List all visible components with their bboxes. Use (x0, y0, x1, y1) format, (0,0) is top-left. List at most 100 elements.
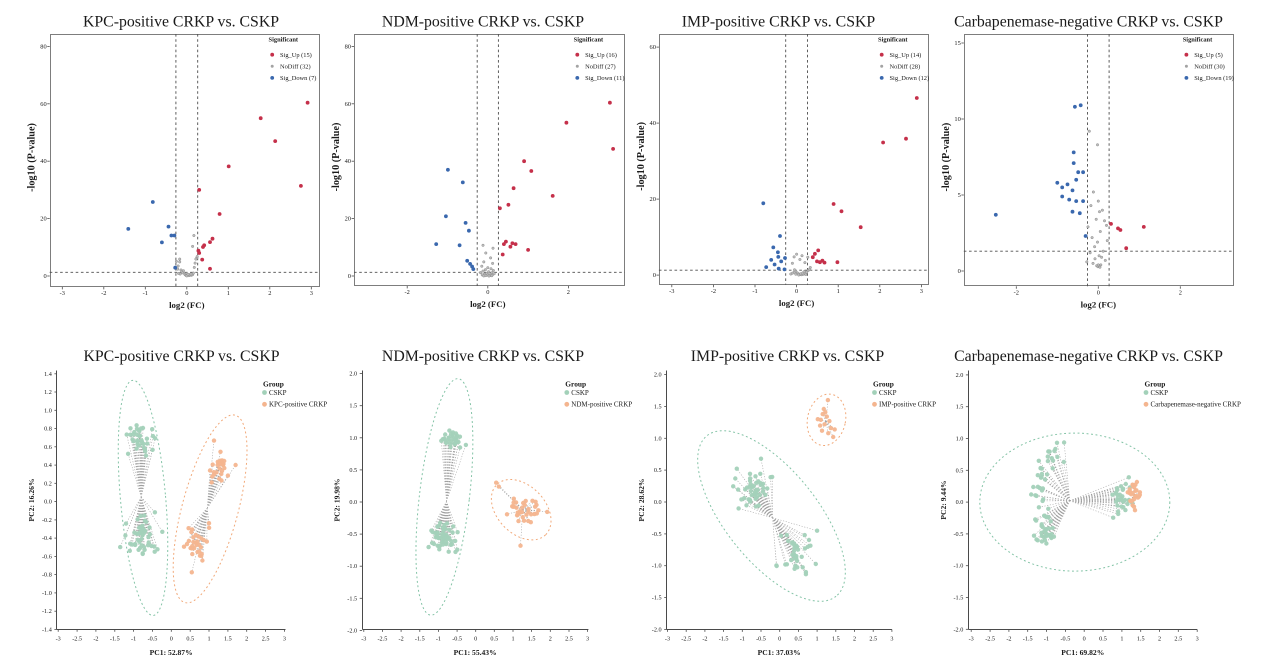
svg-text:-2.0: -2.0 (347, 627, 357, 634)
svg-text:NDM-positive CRKP: NDM-positive CRKP (571, 401, 632, 409)
svg-text:-2: -2 (711, 288, 716, 295)
svg-text:-log10 (P-value): -log10 (P-value) (941, 123, 952, 192)
svg-text:Sig_Up (14): Sig_Up (14) (890, 52, 922, 59)
svg-text:-2: -2 (1014, 289, 1019, 296)
svg-text:CSKP: CSKP (1151, 389, 1169, 397)
svg-text:-1.5: -1.5 (110, 635, 120, 642)
svg-text:2: 2 (245, 635, 248, 642)
svg-text:Sig_Up (5): Sig_Up (5) (1194, 52, 1223, 59)
svg-text:0: 0 (185, 290, 188, 297)
svg-text:10: 10 (954, 116, 960, 123)
svg-text:1: 1 (816, 636, 819, 643)
svg-text:60: 60 (40, 101, 46, 108)
svg-text:-2: -2 (101, 290, 106, 297)
svg-text:-1.5: -1.5 (652, 595, 662, 602)
svg-text:3: 3 (310, 290, 313, 297)
svg-text:2.0: 2.0 (654, 372, 662, 379)
svg-text:2: 2 (567, 289, 570, 296)
svg-text:1: 1 (227, 290, 230, 297)
svg-text:1: 1 (1120, 636, 1123, 643)
svg-text:-1.0: -1.0 (42, 590, 52, 597)
svg-text:NoDiff (30): NoDiff (30) (1194, 64, 1225, 71)
svg-text:-log10 (P-value): -log10 (P-value) (27, 123, 38, 192)
svg-text:2: 2 (268, 290, 271, 297)
svg-text:80: 80 (40, 43, 46, 50)
svg-text:-3: -3 (60, 290, 65, 297)
svg-text:2: 2 (549, 636, 552, 643)
svg-text:-log10 (P-value): -log10 (P-value) (331, 123, 342, 192)
svg-text:0.0: 0.0 (654, 499, 662, 506)
svg-text:0.5: 0.5 (349, 467, 357, 474)
svg-text:-1: -1 (1044, 636, 1049, 643)
svg-text:-0.8: -0.8 (42, 572, 52, 579)
svg-text:0.5: 0.5 (186, 635, 194, 642)
svg-text:1.5: 1.5 (1137, 636, 1145, 643)
svg-text:1: 1 (837, 288, 840, 295)
svg-text:Sig_Up (16): Sig_Up (16) (585, 52, 617, 59)
svg-text:1.5: 1.5 (654, 403, 662, 410)
svg-text:-3: -3 (669, 288, 674, 295)
svg-text:-0.6: -0.6 (42, 553, 52, 560)
svg-text:-1.0: -1.0 (652, 563, 662, 570)
svg-text:40: 40 (650, 120, 656, 127)
svg-text:-2.0: -2.0 (954, 626, 964, 633)
svg-text:0.5: 0.5 (956, 467, 964, 474)
svg-text:Sig_Up (15): Sig_Up (15) (280, 52, 312, 59)
svg-text:-0.4: -0.4 (42, 535, 52, 542)
svg-text:2: 2 (1179, 289, 1182, 296)
svg-text:3: 3 (920, 288, 923, 295)
svg-text:0.2: 0.2 (44, 480, 52, 487)
svg-text:20: 20 (650, 196, 656, 203)
svg-text:0: 0 (1097, 289, 1100, 296)
svg-text:Sig_Down (12): Sig_Down (12) (890, 75, 930, 82)
svg-text:0.5: 0.5 (654, 467, 662, 474)
svg-text:0.5: 0.5 (795, 636, 803, 643)
svg-text:NDM-positive CRKP vs. CSKP: NDM-positive CRKP vs. CSKP (382, 14, 584, 31)
svg-text:40: 40 (345, 158, 351, 165)
svg-text:Sig_Down (19): Sig_Down (19) (1194, 75, 1234, 82)
svg-text:Carbapenemase-negative CRKP vs: Carbapenemase-negative CRKP vs. CSKP (954, 14, 1223, 31)
svg-text:3: 3 (1196, 636, 1199, 643)
svg-text:0.0: 0.0 (44, 499, 52, 506)
svg-text:CSKP: CSKP (879, 389, 897, 397)
svg-text:-0.5: -0.5 (452, 636, 462, 643)
svg-text:60: 60 (650, 44, 656, 51)
svg-text:80: 80 (345, 43, 351, 50)
svg-text:-2.5: -2.5 (985, 636, 995, 643)
svg-text:3: 3 (283, 635, 286, 642)
svg-text:5: 5 (958, 192, 961, 199)
svg-text:-0.5: -0.5 (652, 531, 662, 538)
svg-text:-1: -1 (436, 636, 441, 643)
svg-text:0: 0 (170, 635, 173, 642)
svg-text:-2.5: -2.5 (72, 635, 82, 642)
svg-text:Group: Group (565, 380, 586, 389)
svg-text:-0.5: -0.5 (1061, 636, 1071, 643)
svg-text:-3: -3 (361, 636, 366, 643)
svg-text:0.5: 0.5 (1099, 636, 1107, 643)
svg-text:PC2: 19.98%: PC2: 19.98% (333, 478, 342, 521)
svg-text:0.0: 0.0 (349, 499, 357, 506)
svg-text:NoDiff (28): NoDiff (28) (890, 64, 921, 71)
svg-text:0.5: 0.5 (490, 636, 498, 643)
svg-text:1.2: 1.2 (44, 389, 52, 396)
svg-text:PC2: 9.44%: PC2: 9.44% (939, 480, 948, 519)
svg-text:-1.0: -1.0 (954, 563, 964, 570)
svg-text:PC1: 37.03%: PC1: 37.03% (758, 648, 801, 657)
svg-text:-0.5: -0.5 (954, 531, 964, 538)
svg-text:Sig_Down (11): Sig_Down (11) (585, 75, 624, 82)
svg-text:PC1: 55.43%: PC1: 55.43% (454, 648, 497, 657)
svg-text:-1.4: -1.4 (42, 626, 52, 633)
svg-text:CSKP: CSKP (269, 389, 287, 397)
svg-text:-0.5: -0.5 (347, 531, 357, 538)
svg-text:1.5: 1.5 (224, 635, 232, 642)
svg-text:1.0: 1.0 (349, 435, 357, 442)
svg-text:60: 60 (345, 101, 351, 108)
svg-text:-3: -3 (969, 636, 974, 643)
svg-text:0: 0 (653, 272, 656, 279)
svg-text:0.0: 0.0 (956, 499, 964, 506)
svg-text:15: 15 (954, 40, 960, 47)
svg-text:2.5: 2.5 (869, 636, 877, 643)
svg-text:20: 20 (40, 216, 46, 223)
svg-text:2: 2 (878, 288, 881, 295)
svg-text:log2 (FC): log2 (FC) (470, 299, 505, 309)
